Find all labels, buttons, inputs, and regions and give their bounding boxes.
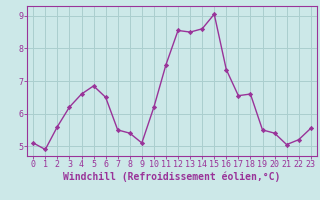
X-axis label: Windchill (Refroidissement éolien,°C): Windchill (Refroidissement éolien,°C) xyxy=(63,172,281,182)
